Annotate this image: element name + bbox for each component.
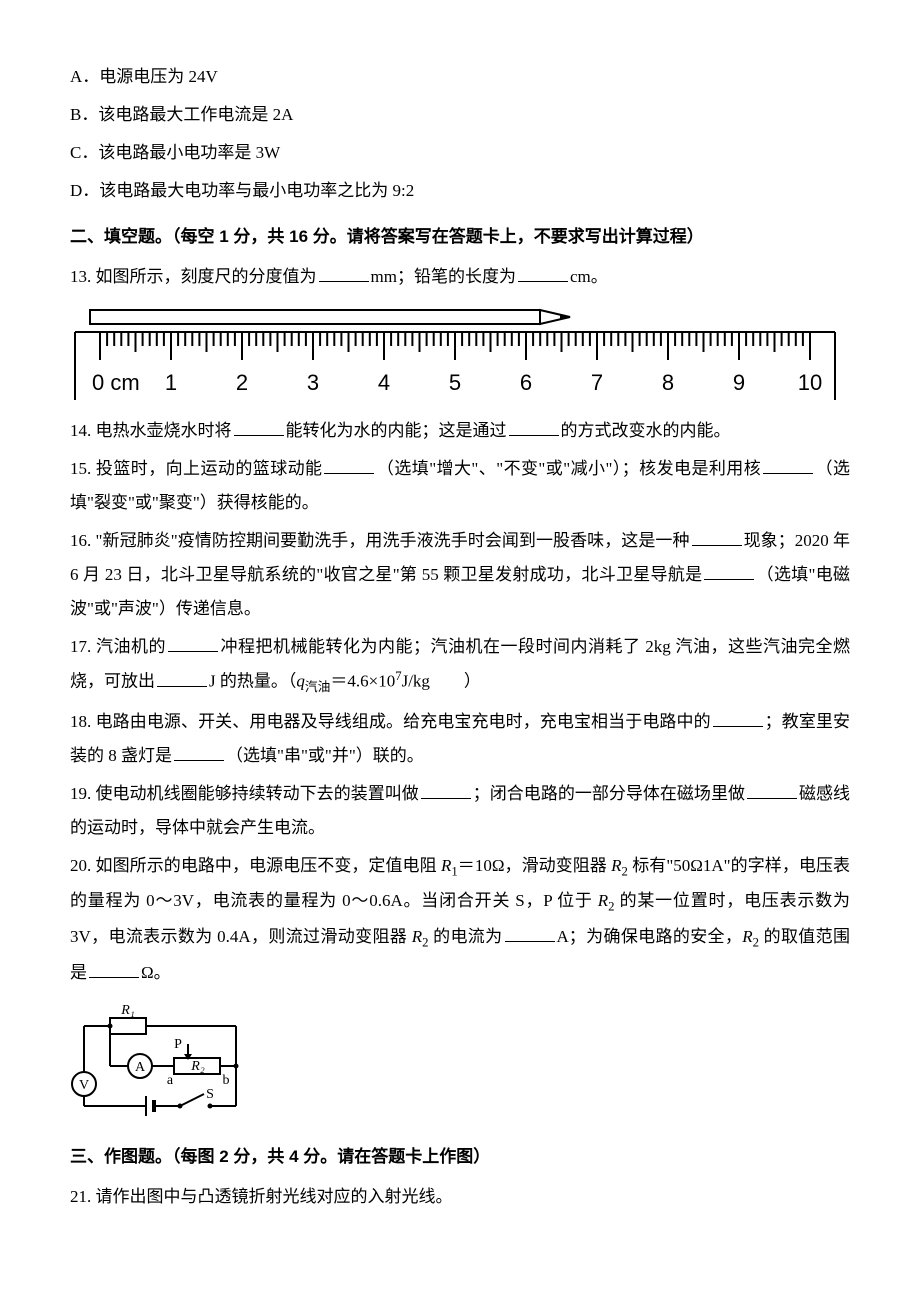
q20-blank2 (89, 961, 139, 978)
q17-qsub: 汽油 (305, 680, 331, 694)
q20-r2-2: R (598, 891, 608, 910)
circuit-figure: V R₁ R₂ a b P A S (70, 998, 850, 1128)
q20-blank1 (505, 925, 555, 942)
q17-mid2: J 的热量。（ (209, 672, 296, 691)
circuit-svg: V R₁ R₂ a b P A S (70, 998, 250, 1128)
svg-text:V: V (79, 1078, 89, 1093)
svg-text:a: a (167, 1073, 174, 1088)
q14-blank2 (509, 419, 559, 436)
q13-mid: mm；铅笔的长度为 (371, 267, 516, 286)
q15-blank1 (324, 457, 374, 474)
q17-suffix: J/kg ） (402, 672, 481, 691)
svg-text:A: A (135, 1060, 146, 1075)
svg-text:7: 7 (591, 370, 603, 395)
q19-blank2 (747, 782, 797, 799)
q17: 17. 汽油机的冲程把机械能转化为内能；汽油机在一段时间内消耗了 2kg 汽油，… (70, 630, 850, 701)
q20-prefix: 20. 如图所示的电路中，电源电压不变，定值电阻 (70, 856, 441, 875)
ruler-figure: 0 cm 1 2 3 4 5 6 7 8 9 10 (70, 302, 850, 402)
q15-blank2 (763, 457, 813, 474)
q17-eq: ＝4.6×10 (330, 672, 395, 691)
svg-text:R₁: R₁ (120, 1003, 134, 1018)
q13-blank2 (518, 265, 568, 282)
q20-r2-4: R (742, 927, 752, 946)
ruler-svg: 0 cm 1 2 3 4 5 6 7 8 9 10 (70, 302, 840, 402)
q14-mid: 能转化为水的内能；这是通过 (286, 421, 507, 440)
q16-blank2 (704, 563, 754, 580)
q17-prefix: 17. 汽油机的 (70, 637, 166, 656)
q14: 14. 电热水壶烧水时将 能转化为水的内能；这是通过 的方式改变水的内能。 (70, 414, 850, 448)
q18: 18. 电路由电源、开关、用电器及导线组成。给充电宝充电时，充电宝相当于电路中的… (70, 705, 850, 773)
svg-text:4: 4 (378, 370, 390, 395)
section3-title: 三、作图题。（每图 2 分，共 4 分。请在答题卡上作图） (70, 1140, 850, 1174)
svg-text:R₂: R₂ (190, 1059, 205, 1074)
q19: 19. 使电动机线圈能够持续转动下去的装置叫做；闭合电路的一部分导体在磁场里做磁… (70, 777, 850, 845)
svg-text:6: 6 (520, 370, 532, 395)
svg-text:2: 2 (236, 370, 248, 395)
q12-option-c: C．该电路最小电功率是 3W (70, 136, 850, 170)
q12-option-b: B．该电路最大工作电流是 2A (70, 98, 850, 132)
q16-prefix: 16. "新冠肺炎"疫情防控期间要勤洗手，用洗手液洗手时会闻到一股香味，这是一种 (70, 531, 690, 550)
q14-suffix: 的方式改变水的内能。 (561, 421, 731, 440)
q17-q: q (296, 672, 305, 691)
q20-current: 的电流为 (429, 927, 503, 946)
q19-prefix: 19. 使电动机线圈能够持续转动下去的装置叫做 (70, 784, 419, 803)
q17-blank2 (157, 670, 207, 687)
q19-mid: ；闭合电路的一部分导体在磁场里做 (473, 784, 745, 803)
q18-prefix: 18. 电路由电源、开关、用电器及导线组成。给充电宝充电时，充电宝相当于电路中的 (70, 712, 711, 731)
q13: 13. 如图所示，刻度尺的分度值为 mm；铅笔的长度为 cm。 (70, 260, 850, 294)
q17-blank1 (168, 635, 218, 652)
svg-text:b: b (223, 1073, 230, 1088)
svg-text:9: 9 (733, 370, 745, 395)
q20-r1val: ＝10Ω，滑动变阻器 (458, 856, 611, 875)
q14-blank1 (234, 419, 284, 436)
q21: 21. 请作出图中与凸透镜折射光线对应的入射光线。 (70, 1180, 850, 1214)
q20-r1: R (441, 856, 451, 875)
q15-mid: （选填"增大"、"不变"或"减小"）；核发电是利用核 (376, 459, 761, 478)
svg-text:0 cm: 0 cm (92, 370, 140, 395)
svg-text:10: 10 (798, 370, 822, 395)
q12-option-d: D．该电路最大电功率与最小电功率之比为 9:2 (70, 174, 850, 208)
svg-text:8: 8 (662, 370, 674, 395)
q18-blank2 (174, 744, 224, 761)
q15-prefix: 15. 投篮时，向上运动的篮球动能 (70, 459, 322, 478)
svg-text:5: 5 (449, 370, 461, 395)
q15: 15. 投篮时，向上运动的篮球动能 （选填"增大"、"不变"或"减小"）；核发电是… (70, 452, 850, 520)
q18-blank1 (713, 710, 763, 727)
q20-r2: R (611, 856, 621, 875)
svg-text:P: P (174, 1037, 182, 1052)
q18-suffix: （选填"串"或"并"）联的。 (226, 746, 424, 765)
q13-prefix: 13. 如图所示，刻度尺的分度值为 (70, 267, 317, 286)
q20-r2-3: R (412, 927, 422, 946)
svg-text:1: 1 (165, 370, 177, 395)
q14-prefix: 14. 电热水壶烧水时将 (70, 421, 232, 440)
section2-title: 二、填空题。（每空 1 分，共 16 分。请将答案写在答题卡上，不要求写出计算过… (70, 220, 850, 254)
q12-option-a: A．电源电压为 24V (70, 60, 850, 94)
q16-blank1 (692, 529, 742, 546)
q20-unitA: A；为确保电路的安全， (557, 927, 743, 946)
svg-text:3: 3 (307, 370, 319, 395)
q13-blank1 (319, 265, 369, 282)
svg-text:S: S (206, 1087, 214, 1102)
q20: 20. 如图所示的电路中，电源电压不变，定值电阻 R1＝10Ω，滑动变阻器 R2… (70, 849, 850, 991)
q16: 16. "新冠肺炎"疫情防控期间要勤洗手，用洗手液洗手时会闻到一股香味，这是一种… (70, 524, 850, 626)
q20-unitOhm: Ω。 (141, 963, 171, 982)
q13-suffix: cm。 (570, 267, 608, 286)
q19-blank1 (421, 782, 471, 799)
